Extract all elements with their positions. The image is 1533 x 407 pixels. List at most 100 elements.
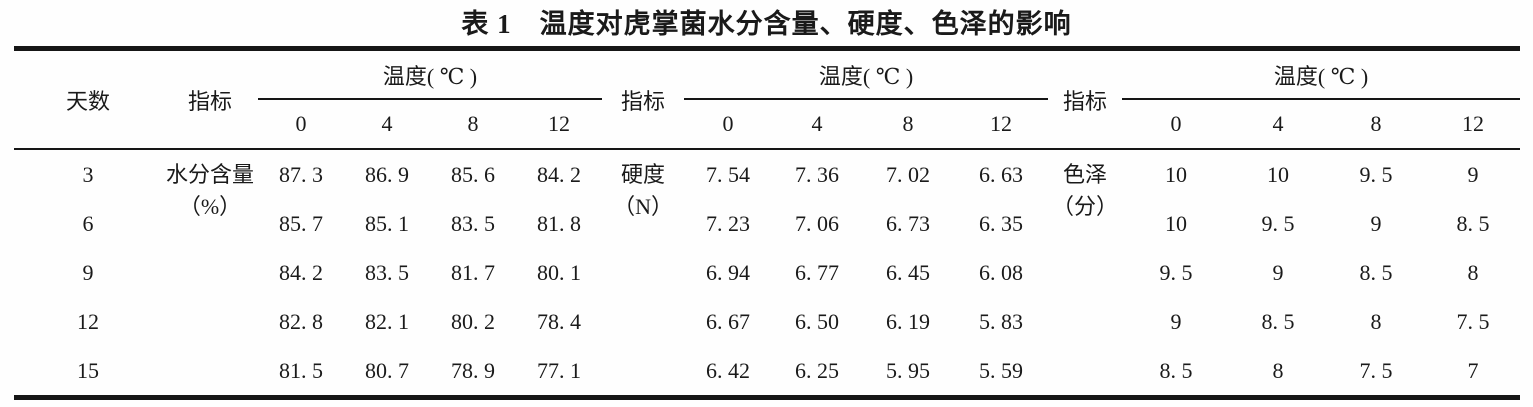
moisture-cell: 81. 7	[451, 259, 495, 285]
moisture-cell: 78. 4	[537, 308, 581, 334]
moisture-cell: 83. 5	[451, 210, 495, 236]
hardness-cell: 6. 73	[886, 210, 931, 236]
hardness-cell: 6. 50	[795, 308, 840, 334]
hardness-cell: 6. 67	[706, 308, 751, 334]
col-header-indicator-1: 指标	[162, 48, 258, 150]
hardness-cell: 6. 63	[979, 161, 1024, 187]
moisture-cell: 81. 5	[279, 357, 323, 383]
col-group-temperature-2: 温度( ℃ )	[684, 48, 1049, 100]
color-cell: 7. 5	[1456, 308, 1490, 334]
data-table: 天数 指标 温度( ℃ ) 指标 温度( ℃ ) 指标 温度( ℃ ) 0 4 …	[14, 46, 1521, 400]
color-cell: 8. 5	[1261, 308, 1295, 334]
hardness-cell: 7. 02	[886, 161, 931, 187]
hardness-cell: 6. 35	[979, 210, 1024, 236]
moisture-cell: 81. 8	[537, 210, 581, 236]
moisture-cell: 78. 9	[451, 357, 495, 383]
temp-level-header: 8	[430, 99, 516, 150]
color-cell: 9. 5	[1159, 259, 1193, 285]
color-cell: 10	[1165, 210, 1188, 236]
moisture-cell: 85. 7	[279, 210, 323, 236]
indicator-cell-color: 色泽 （分）	[1048, 149, 1122, 398]
color-cell: 9. 5	[1261, 210, 1295, 236]
table-header: 天数 指标 温度( ℃ ) 指标 温度( ℃ ) 指标 温度( ℃ ) 0 4 …	[14, 48, 1521, 150]
moisture-cell: 87. 3	[279, 161, 323, 187]
indicator-cell-moisture: 水分含量 （%）	[162, 149, 258, 398]
color-cell: 9	[1272, 259, 1284, 285]
temp-level-header: 12	[516, 99, 603, 150]
temp-level-header: 8	[1326, 99, 1427, 150]
col-header-indicator-2: 指标	[602, 48, 685, 150]
hardness-cell: 6. 08	[979, 259, 1024, 285]
indicator-unit: （%）	[178, 194, 242, 219]
hardness-cell: 5. 95	[886, 357, 931, 383]
hardness-cell: 7. 06	[795, 210, 840, 236]
hardness-cell: 7. 36	[795, 161, 840, 187]
temp-level-header: 4	[1230, 99, 1327, 150]
header-group-row: 天数 指标 温度( ℃ ) 指标 温度( ℃ ) 指标 温度( ℃ )	[14, 48, 1521, 150]
hardness-cell: 5. 59	[979, 357, 1024, 383]
temp-level-header: 0	[684, 99, 773, 150]
temp-level-header: 0	[1122, 99, 1231, 150]
color-cell: 8. 5	[1359, 259, 1393, 285]
table-row-day-9: 9 84. 2 83. 5 81. 7 80. 1 6. 94 6. 77 6.…	[14, 248, 1520, 297]
temp-level-header: 4	[344, 99, 430, 150]
color-cell: 8. 5	[1456, 210, 1490, 236]
moisture-cell: 80. 1	[537, 259, 581, 285]
moisture-cell: 77. 1	[537, 357, 581, 383]
indicator-name: 水分含量	[165, 162, 254, 187]
color-cell: 9	[1370, 210, 1382, 236]
hardness-cell: 6. 45	[886, 259, 931, 285]
indicator-unit: （N）	[613, 194, 673, 219]
indicator-unit: （分）	[1052, 194, 1119, 219]
moisture-cell: 80. 7	[365, 357, 409, 383]
color-cell: 9. 5	[1359, 161, 1393, 187]
color-cell: 7	[1467, 357, 1479, 383]
indicator-cell-hardness: 硬度 （N）	[602, 149, 684, 398]
moisture-cell: 82. 1	[365, 308, 409, 334]
hardness-cell: 6. 42	[706, 357, 751, 383]
color-cell: 8	[1370, 308, 1382, 334]
moisture-cell: 84. 2	[537, 161, 581, 187]
temp-level-header: 4	[772, 99, 863, 150]
hardness-cell: 6. 77	[795, 259, 840, 285]
hardness-cell: 7. 23	[706, 210, 751, 236]
indicator-name: 色泽	[1063, 162, 1108, 187]
color-cell: 7. 5	[1359, 357, 1393, 383]
temp-level-header: 8	[862, 99, 955, 150]
table-body: 3 水分含量 （%） 87. 3 86. 9 85. 6 84. 2 硬度 （N…	[14, 149, 1520, 398]
col-group-temperature-1: 温度( ℃ )	[258, 48, 603, 100]
moisture-cell: 80. 2	[451, 308, 495, 334]
color-cell: 9	[1170, 308, 1182, 334]
hardness-cell: 5. 83	[979, 308, 1024, 334]
temp-level-header: 0	[258, 99, 344, 150]
moisture-cell: 82. 8	[279, 308, 323, 334]
moisture-cell: 85. 6	[451, 161, 495, 187]
moisture-cell: 83. 5	[365, 259, 409, 285]
header-levels-row: 0 4 8 12 0 4 8 12 0 4 8 12	[14, 99, 1521, 150]
day-cell: 3	[82, 161, 94, 187]
color-cell: 10	[1267, 161, 1290, 187]
moisture-cell: 84. 2	[279, 259, 323, 285]
hardness-cell: 6. 94	[706, 259, 751, 285]
table-row-day-6: 6 85. 7 85. 1 83. 5 81. 8 7. 23 7. 06 6.…	[14, 199, 1520, 248]
col-header-indicator-3: 指标	[1048, 48, 1123, 150]
color-cell: 8. 5	[1159, 357, 1193, 383]
color-cell: 10	[1165, 161, 1188, 187]
day-cell: 6	[82, 210, 94, 236]
day-cell: 12	[77, 308, 99, 334]
indicator-name: 硬度	[621, 162, 666, 187]
color-cell: 9	[1467, 161, 1479, 187]
table-row-day-15: 15 81. 5 80. 7 78. 9 77. 1 6. 42 6. 25 5…	[14, 346, 1520, 398]
hardness-cell: 6. 19	[886, 308, 931, 334]
temp-level-header: 12	[1426, 99, 1521, 150]
color-cell: 8	[1272, 357, 1284, 383]
moisture-cell: 85. 1	[365, 210, 409, 236]
day-cell: 15	[77, 357, 99, 383]
hardness-cell: 7. 54	[706, 161, 751, 187]
day-cell: 9	[82, 259, 94, 285]
table-row-day-3: 3 水分含量 （%） 87. 3 86. 9 85. 6 84. 2 硬度 （N…	[14, 149, 1520, 220]
moisture-cell: 86. 9	[365, 161, 409, 187]
hardness-cell: 6. 25	[795, 357, 840, 383]
temp-level-header: 12	[954, 99, 1049, 150]
